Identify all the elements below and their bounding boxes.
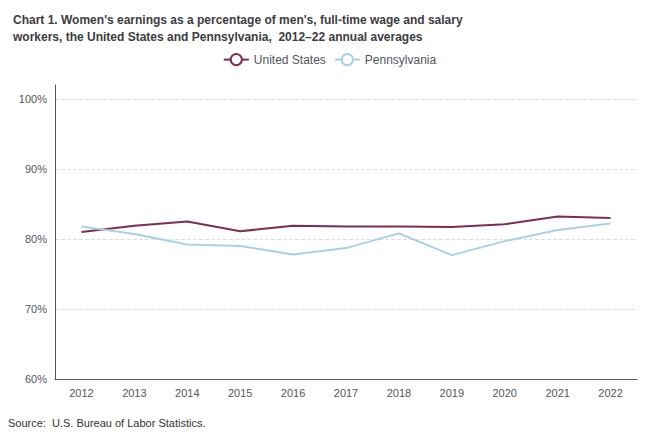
svg-text:Chart 1. Women's earnings as a: Chart 1. Women's earnings as a percentag…	[13, 13, 463, 27]
svg-text:2015: 2015	[228, 387, 252, 399]
svg-text:2014: 2014	[175, 387, 199, 399]
svg-text:90%: 90%	[25, 163, 47, 175]
svg-text:workers, the United States and: workers, the United States and Pennsylva…	[12, 30, 423, 44]
svg-text:2020: 2020	[492, 387, 516, 399]
svg-text:2022: 2022	[598, 387, 622, 399]
svg-text:100%: 100%	[19, 93, 47, 105]
svg-text:2013: 2013	[122, 387, 146, 399]
svg-text:2017: 2017	[334, 387, 358, 399]
svg-text:2012: 2012	[69, 387, 93, 399]
svg-text:Source: U.S. Bureau of Labor: Source: U.S. Bureau of Labor Statistics.	[8, 417, 205, 429]
svg-text:Pennsylvania: Pennsylvania	[365, 53, 437, 67]
svg-text:2021: 2021	[545, 387, 569, 399]
svg-text:United States: United States	[254, 53, 326, 67]
svg-text:2019: 2019	[440, 387, 464, 399]
svg-text:2016: 2016	[281, 387, 305, 399]
svg-text:80%: 80%	[25, 233, 47, 245]
svg-text:2018: 2018	[387, 387, 411, 399]
svg-text:60%: 60%	[25, 373, 47, 385]
svg-text:70%: 70%	[25, 303, 47, 315]
